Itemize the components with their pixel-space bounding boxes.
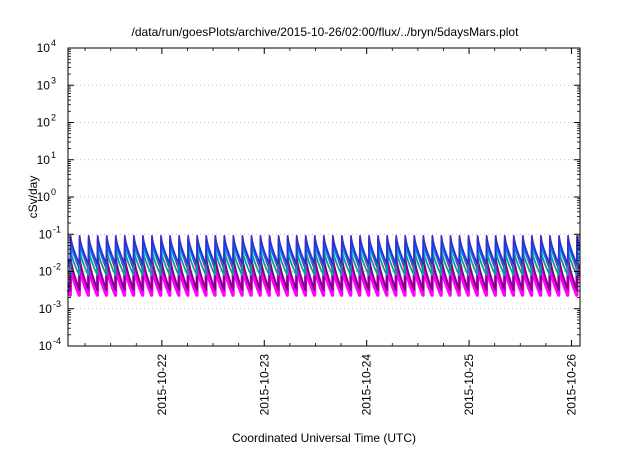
y-tick-label: 103 [37, 75, 56, 92]
y-tick-label: 104 [37, 38, 56, 55]
x-tick-label: 2015-10-22 [155, 354, 169, 416]
x-axis: 2015-10-22 2015-10-23 2015-10-24 2015-10-25… [84, 48, 578, 416]
y-tick-label: 10-3 [39, 299, 61, 316]
x-tick-label: 2015-10-24 [360, 354, 374, 416]
x-axis-label: Coordinated Universal Time (UTC) [232, 431, 416, 445]
x-tick-label: 2015-10-25 [462, 354, 476, 416]
x-tick-label: 2015-10-26 [564, 354, 578, 416]
y-axis: 10-4 10-3 10-2 10-1 100 101 102 103 104 [37, 38, 580, 353]
y-axis-label: cSv/day [26, 176, 40, 219]
chart-title: /data/run/goesPlots/archive/2015-10-26/0… [132, 25, 520, 39]
series-layer [66, 235, 581, 297]
series-line [67, 235, 581, 265]
x-tick-label: 2015-10-23 [257, 354, 271, 416]
y-tick-label: 10-1 [39, 224, 61, 241]
y-tick-label: 100 [37, 187, 56, 204]
y-tick-label: 101 [37, 150, 56, 167]
y-tick-label: 10-4 [39, 336, 61, 353]
y-tick-label: 10-2 [39, 262, 61, 279]
y-tick-label: 102 [37, 113, 56, 130]
